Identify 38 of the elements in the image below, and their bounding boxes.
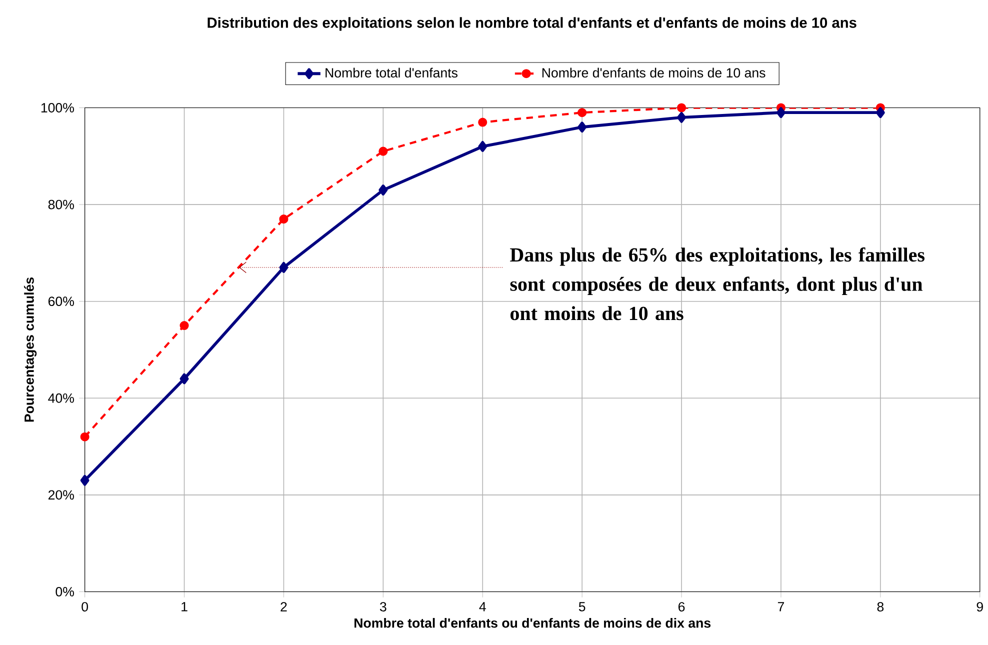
x-tick-label: 0 <box>82 602 88 612</box>
point <box>677 112 686 124</box>
chart-title: Distribution des exploitations selon le nombre total d'enfants et d'enfants de moins de 10 ans <box>208 17 856 31</box>
x-tick-label: 8 <box>877 602 884 612</box>
y-tick-label: 80% <box>48 200 74 210</box>
point <box>578 108 587 118</box>
annotation: Dans plus de 65% des exploitations, les familles sont composées de deux enfants, dont plus d'un ont moins de 10 ans <box>510 248 924 320</box>
y-tick-label: 40% <box>48 394 74 404</box>
y-tick-label: 0% <box>56 587 74 597</box>
point <box>279 262 288 274</box>
x-tick-label: 5 <box>578 602 586 612</box>
point <box>676 103 686 112</box>
legend-label: Nombre d'enfants de moins de 10 ans <box>542 68 766 78</box>
x-tick-label: 6 <box>678 602 685 612</box>
y-axis-title: Pourcentages cumulés <box>24 278 37 422</box>
y-tick-label: 60% <box>48 296 74 306</box>
point <box>378 184 388 196</box>
point <box>578 122 587 133</box>
point <box>279 214 288 224</box>
y-tick-label: 20% <box>48 490 74 500</box>
x-tick-label: 3 <box>380 602 386 612</box>
x-tick-label: 4 <box>479 602 486 612</box>
x-tick-label: 1 <box>182 602 188 612</box>
x-tick-label: 9 <box>976 602 983 612</box>
x-tick-label: 2 <box>280 602 287 612</box>
point <box>478 141 488 152</box>
point <box>180 374 189 384</box>
point <box>478 118 488 128</box>
x-axis-title: Nombre total d'enfants ou d'enfants de moins de dix ans <box>354 618 711 628</box>
y-tick-label: 100% <box>41 103 74 113</box>
point <box>776 107 786 118</box>
x-tick-label: 7 <box>778 602 784 612</box>
legend-label: Nombre total d'enfants <box>326 68 458 78</box>
point <box>378 146 388 156</box>
point <box>180 321 189 330</box>
point <box>80 432 90 442</box>
point <box>876 107 885 118</box>
point <box>80 475 90 486</box>
